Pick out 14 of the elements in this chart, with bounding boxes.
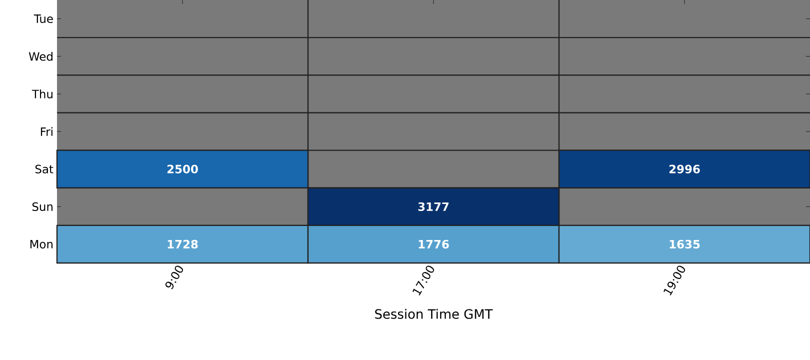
y-tick-label: Sun [32,202,53,211]
data-label: 2996 [669,164,700,174]
y-tick-label: Fri [40,127,52,136]
x-axis-title: Session Time GMT [375,308,493,319]
data-label: 1728 [168,240,198,249]
data-label: 3177 [418,202,449,211]
y-tick-label: Mon [30,240,53,248]
y-tick-label: Sat [35,164,54,174]
y-tick-label: Thu [32,90,52,98]
data-label: 1635 [670,240,700,249]
data-label: 1776 [418,240,449,249]
y-tick-label: Wed [28,52,52,61]
data-label: 2500 [167,164,198,174]
y-tick-label: Tue [34,14,53,24]
